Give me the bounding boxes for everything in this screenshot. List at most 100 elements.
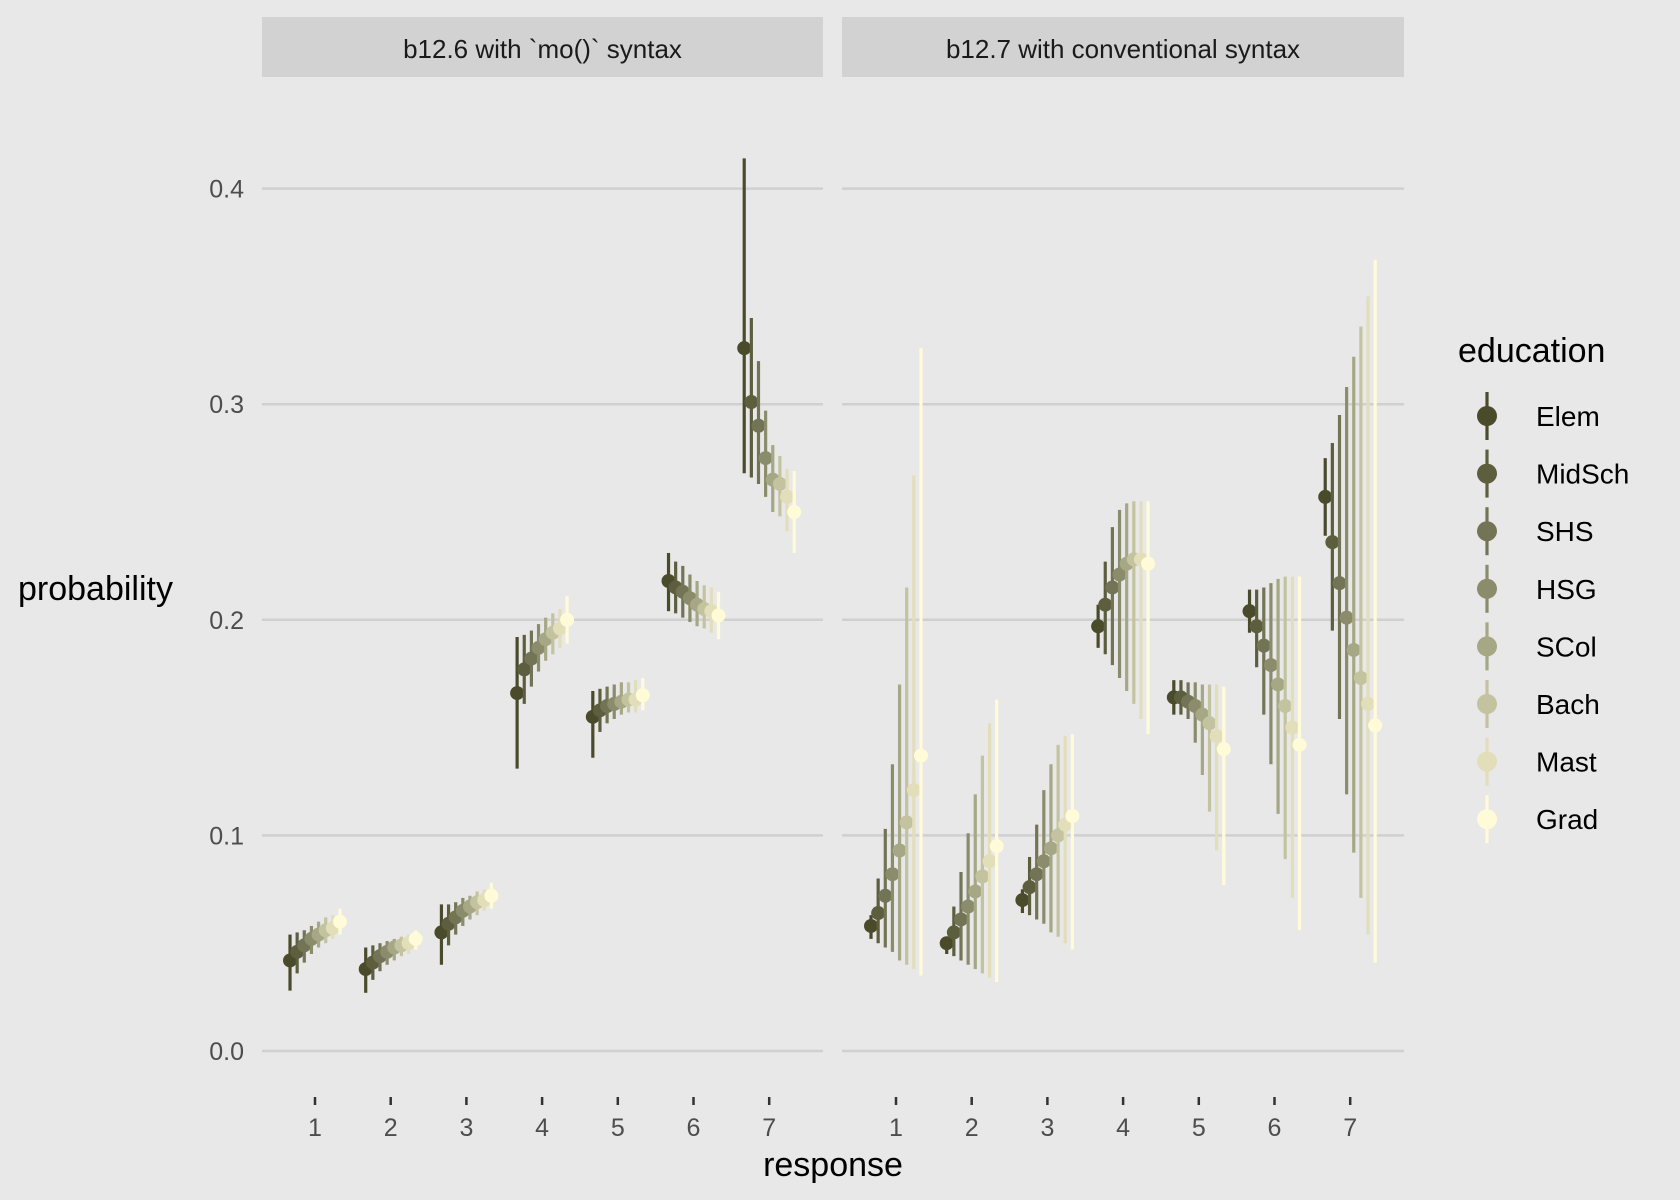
point — [408, 931, 423, 946]
series-Mast — [906, 296, 1376, 978]
point — [744, 395, 759, 410]
x-tick-label: 4 — [1116, 1114, 1130, 1142]
point — [332, 914, 347, 929]
series-Mast — [325, 468, 795, 954]
series-Elem — [864, 458, 1333, 954]
x-tick-label: 1 — [308, 1114, 322, 1142]
point — [1339, 610, 1354, 625]
x-tick-label: 3 — [1040, 1114, 1054, 1142]
point — [1015, 893, 1030, 908]
legend-key-point — [1477, 521, 1497, 542]
point — [961, 899, 976, 914]
point — [484, 888, 499, 903]
legend-label: Mast — [1536, 747, 1597, 778]
point — [1318, 489, 1333, 504]
y-tick-label: 0.3 — [209, 391, 244, 419]
legend-title: education — [1458, 332, 1605, 370]
point — [1285, 720, 1300, 735]
point — [946, 925, 961, 940]
legend-label: MidSch — [1536, 459, 1629, 490]
series-HSG — [304, 410, 773, 965]
point — [1043, 841, 1058, 856]
x-tick-label: 6 — [687, 1114, 701, 1142]
point — [1256, 638, 1271, 653]
strip — [262, 17, 823, 77]
point — [1278, 699, 1293, 714]
legend-key-point — [1477, 809, 1497, 830]
point — [751, 418, 766, 433]
series-MidSch — [290, 317, 759, 980]
point — [1353, 671, 1368, 686]
legend-item-Bach: Bach — [1477, 680, 1600, 728]
point — [899, 815, 914, 830]
x-tick-label: 2 — [384, 1114, 398, 1142]
point — [939, 936, 954, 951]
series-Grad — [332, 471, 802, 950]
legend-key-point — [1477, 636, 1497, 657]
point — [1098, 597, 1113, 612]
legend-label: SCol — [1536, 631, 1597, 662]
x-tick-label: 5 — [611, 1114, 625, 1142]
point — [1368, 718, 1383, 733]
legend-label: Elem — [1536, 401, 1600, 432]
legend: education Elem MidSch SHS HSG SCol Bach Mast Gr… — [1458, 332, 1629, 844]
series-MidSch — [871, 443, 1340, 957]
x-tick-label: 2 — [965, 1114, 979, 1142]
point — [787, 505, 802, 519]
y-tick-label: 0.2 — [209, 607, 244, 635]
legend-key-point — [1477, 406, 1497, 426]
legend-label: Bach — [1536, 689, 1600, 720]
point — [758, 451, 773, 466]
x-axis-title: response — [763, 1146, 903, 1184]
point — [1332, 576, 1347, 591]
panel-2: b12.7 with conventional syntax 1 2 3 4 5 6 7 — [842, 17, 1404, 1142]
series-Bach — [318, 455, 787, 957]
point — [871, 906, 886, 921]
point — [1263, 658, 1278, 673]
point — [1346, 642, 1361, 657]
point — [968, 884, 983, 899]
x-tick-label: 6 — [1268, 1114, 1282, 1142]
point — [1216, 742, 1231, 757]
x-tick-label: 5 — [1192, 1114, 1206, 1142]
point — [1249, 619, 1264, 634]
legend-item-HSG: HSG — [1477, 564, 1597, 613]
y-axis-title: probability — [18, 570, 173, 608]
point — [913, 748, 928, 763]
point — [864, 918, 879, 933]
point — [906, 783, 921, 798]
legend-label: Grad — [1536, 804, 1598, 835]
point — [510, 686, 525, 701]
point — [1036, 854, 1051, 869]
series-HSG — [885, 386, 1354, 965]
point — [892, 843, 907, 858]
series-Grad — [913, 259, 1383, 983]
point — [780, 489, 795, 504]
point — [772, 476, 787, 491]
y-tick-label: 0.4 — [209, 176, 244, 204]
point — [1141, 556, 1156, 571]
legend-item-SHS: SHS — [1477, 507, 1594, 556]
legend-item-SCol: SCol — [1477, 622, 1597, 671]
y-tick-label: 0.0 — [209, 1038, 244, 1066]
point — [885, 867, 900, 882]
series-SHS — [297, 361, 766, 972]
point — [524, 651, 539, 666]
panel-1: b12.6 with `mo()` syntax 1 2 3 4 5 6 7 — [262, 17, 823, 1142]
series-Bach — [899, 326, 1368, 974]
legend-label: SHS — [1536, 516, 1594, 547]
point — [989, 839, 1004, 854]
point — [982, 854, 997, 869]
series-SCol — [311, 445, 780, 961]
point — [1112, 567, 1127, 582]
point — [1065, 808, 1080, 823]
point — [1051, 828, 1066, 843]
legend-item-MidSch: MidSch — [1477, 449, 1629, 498]
point — [635, 688, 650, 703]
point — [1292, 737, 1307, 752]
point — [1325, 535, 1340, 550]
x-tick-label: 7 — [1343, 1114, 1357, 1142]
strip-title: b12.7 with conventional syntax — [946, 34, 1300, 64]
legend-item-Mast: Mast — [1477, 737, 1597, 786]
